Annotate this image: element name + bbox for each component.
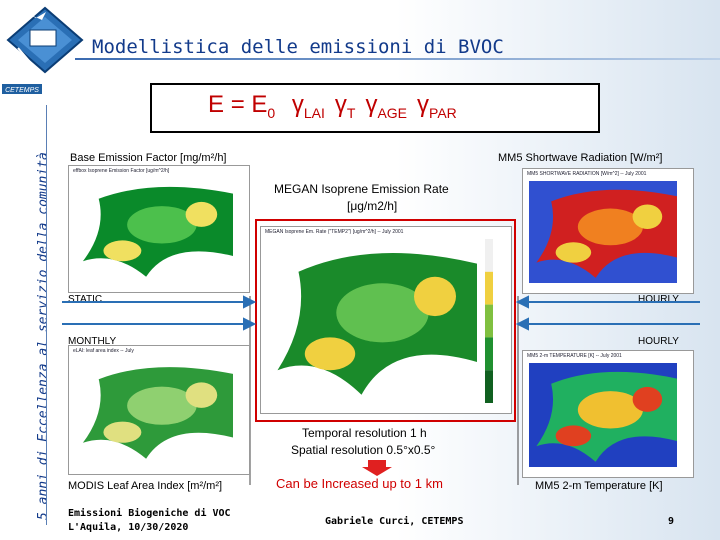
map-shape bbox=[185, 201, 218, 227]
map bbox=[267, 239, 493, 403]
formula-gamma: γ bbox=[291, 91, 304, 118]
map-shape bbox=[555, 425, 592, 447]
map-shape bbox=[577, 208, 643, 246]
page-number: 9 bbox=[668, 516, 675, 527]
map-panel: MEGAN Isoprene Em. Rate ("TEMP2") [ug/m^… bbox=[260, 226, 512, 414]
map-title: MM5 SHORTWAVE RADIATION [W/m^2] -- July … bbox=[527, 171, 647, 177]
formula-gamma: γ bbox=[417, 91, 430, 118]
map-shape bbox=[577, 391, 643, 429]
map bbox=[529, 363, 677, 467]
panel-label: MODIS Leaf Area Index [m²/m²] bbox=[68, 480, 223, 492]
map-shape bbox=[632, 204, 663, 229]
map-shape bbox=[185, 382, 218, 408]
formula-gamma: γ bbox=[365, 91, 378, 118]
panel-label: MM5 Shortwave Radiation [W/m²] bbox=[498, 152, 663, 164]
map bbox=[529, 181, 677, 283]
map-panel: eLAI: leaf area index -- July bbox=[68, 345, 250, 475]
formula-lhs: E bbox=[208, 91, 225, 118]
formula-base: E bbox=[251, 91, 268, 118]
tag: STATIC bbox=[68, 294, 103, 305]
map-title: eLAI: leaf area index -- July bbox=[73, 348, 134, 354]
map-shape bbox=[485, 304, 493, 338]
panel-label: [μg/m2/h] bbox=[347, 199, 398, 213]
map-shape bbox=[127, 206, 197, 244]
panel-label: MM5 2-m Temperature [K] bbox=[535, 480, 663, 492]
formula-base-sub: 0 bbox=[267, 104, 276, 121]
map-shape bbox=[127, 386, 197, 425]
footer-left: L'Aquila, 10/30/2020 bbox=[68, 522, 189, 533]
map bbox=[75, 358, 234, 464]
footer-left: Emissioni Biogeniche di VOC bbox=[68, 508, 231, 519]
map-panel: MM5 SHORTWAVE RADIATION [W/m^2] -- July … bbox=[522, 168, 694, 294]
map-shape bbox=[414, 276, 456, 317]
map-title: MM5 2-m TEMPERATURE [K] -- July 2001 bbox=[527, 353, 622, 359]
map-shape bbox=[304, 337, 356, 371]
map-shape bbox=[555, 242, 592, 263]
logo: CETEMPS bbox=[2, 6, 84, 94]
resolution: Spatial resolution 0.5°x0.5° bbox=[291, 443, 436, 457]
map-title: MEGAN Isoprene Em. Rate ("TEMP2") [ug/m^… bbox=[265, 229, 404, 235]
formula-gamma: γ bbox=[334, 91, 347, 118]
map-shape bbox=[485, 271, 493, 305]
formula-box: E = E0 γLAI γT γAGE γPAR bbox=[150, 83, 600, 133]
panel-label: MEGAN Isoprene Emission Rate bbox=[274, 182, 449, 196]
formula: E = E0 γLAI γT γAGE γPAR bbox=[208, 91, 457, 121]
formula-sub: AGE bbox=[377, 104, 408, 121]
resolution: Temporal resolution 1 h bbox=[302, 426, 427, 440]
resolution-note: Can be Increased up to 1 km bbox=[276, 476, 443, 491]
title-rule bbox=[75, 58, 720, 60]
logo-text: CETEMPS bbox=[5, 87, 39, 94]
side-rule bbox=[46, 105, 47, 525]
panel-label: Base Emission Factor [mg/m²/h] bbox=[70, 152, 227, 164]
map-shape bbox=[485, 337, 493, 371]
map-shape bbox=[103, 421, 142, 443]
map-panel: MM5 2-m TEMPERATURE [K] -- July 2001 bbox=[522, 350, 694, 478]
map-panel: effbox Isoprene Emission Factor [ug/m^2/… bbox=[68, 165, 250, 293]
map-title: effbox Isoprene Emission Factor [ug/m^2/… bbox=[73, 168, 170, 174]
map-shape bbox=[485, 239, 493, 272]
title: Modellistica delle emissioni di BVOC bbox=[92, 36, 504, 58]
formula-eq: = bbox=[230, 91, 245, 118]
tag: HOURLY bbox=[638, 336, 679, 347]
map bbox=[75, 178, 234, 282]
map-shape bbox=[336, 283, 429, 343]
map-shape bbox=[632, 386, 663, 412]
map-shape bbox=[103, 240, 142, 262]
formula-sub: PAR bbox=[429, 104, 457, 121]
tag: MONTHLY bbox=[68, 336, 117, 347]
formula-sub: T bbox=[346, 104, 356, 121]
tag: HOURLY bbox=[638, 294, 679, 305]
footer-center: Gabriele Curci, CETEMPS bbox=[325, 516, 464, 527]
formula-sub: LAI bbox=[303, 104, 325, 121]
map-shape bbox=[485, 370, 493, 403]
